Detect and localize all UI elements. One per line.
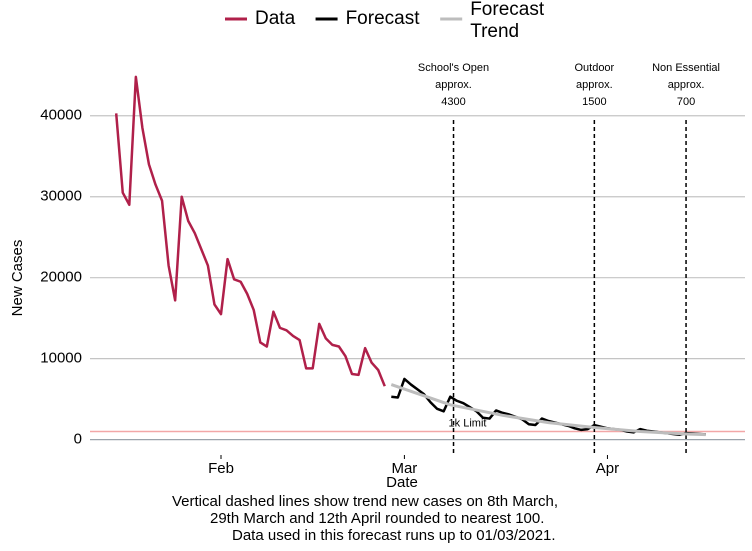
series-line <box>390 383 706 437</box>
x-tick-label: Apr <box>596 460 619 477</box>
y-tick-label: 30000 <box>40 188 82 205</box>
limit-label: 1k Limit <box>449 417 487 429</box>
x-axis-label: Date <box>386 474 418 491</box>
y-tick-label: 20000 <box>40 269 82 286</box>
annotation: School's Open <box>418 62 489 74</box>
annotation: approx. <box>576 79 613 91</box>
annotation: Outdoor <box>574 62 614 74</box>
annotation: 4300 <box>441 96 465 108</box>
caption: Vertical dashed lines show trend new cas… <box>172 493 558 510</box>
caption: 29th March and 12th April rounded to nea… <box>210 510 544 527</box>
x-tick-label: Mar <box>391 460 417 477</box>
legend-label: Forecast Trend <box>470 0 545 42</box>
x-tick-label: Feb <box>208 460 234 477</box>
series-line <box>391 377 706 437</box>
y-axis-label: New Cases <box>9 240 26 317</box>
series-line <box>114 75 386 387</box>
annotation: Non Essential <box>652 62 720 74</box>
y-tick-label: 40000 <box>40 107 82 124</box>
legend-label: Forecast <box>346 8 421 29</box>
y-tick-label: 10000 <box>40 350 82 367</box>
legend-label: Data <box>255 8 296 29</box>
caption: Data used in this forecast runs up to 01… <box>232 527 556 544</box>
y-tick-label: 0 <box>74 431 82 448</box>
annotation: approx. <box>668 79 705 91</box>
annotation: 700 <box>677 96 695 108</box>
annotation: approx. <box>435 79 472 91</box>
annotation: 1500 <box>582 96 606 108</box>
